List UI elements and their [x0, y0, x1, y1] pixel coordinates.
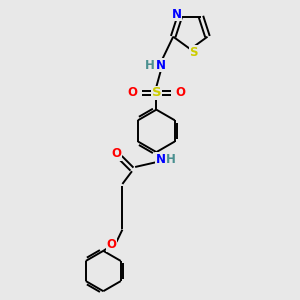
Text: O: O — [107, 238, 117, 251]
Text: N: N — [156, 153, 166, 166]
Text: N: N — [172, 8, 182, 21]
Text: H: H — [166, 153, 176, 166]
Text: O: O — [175, 86, 185, 99]
Text: S: S — [152, 86, 161, 99]
Text: S: S — [189, 46, 198, 59]
Text: O: O — [128, 86, 138, 99]
Text: N: N — [156, 58, 166, 72]
Text: H: H — [145, 58, 154, 72]
Text: O: O — [112, 147, 122, 160]
